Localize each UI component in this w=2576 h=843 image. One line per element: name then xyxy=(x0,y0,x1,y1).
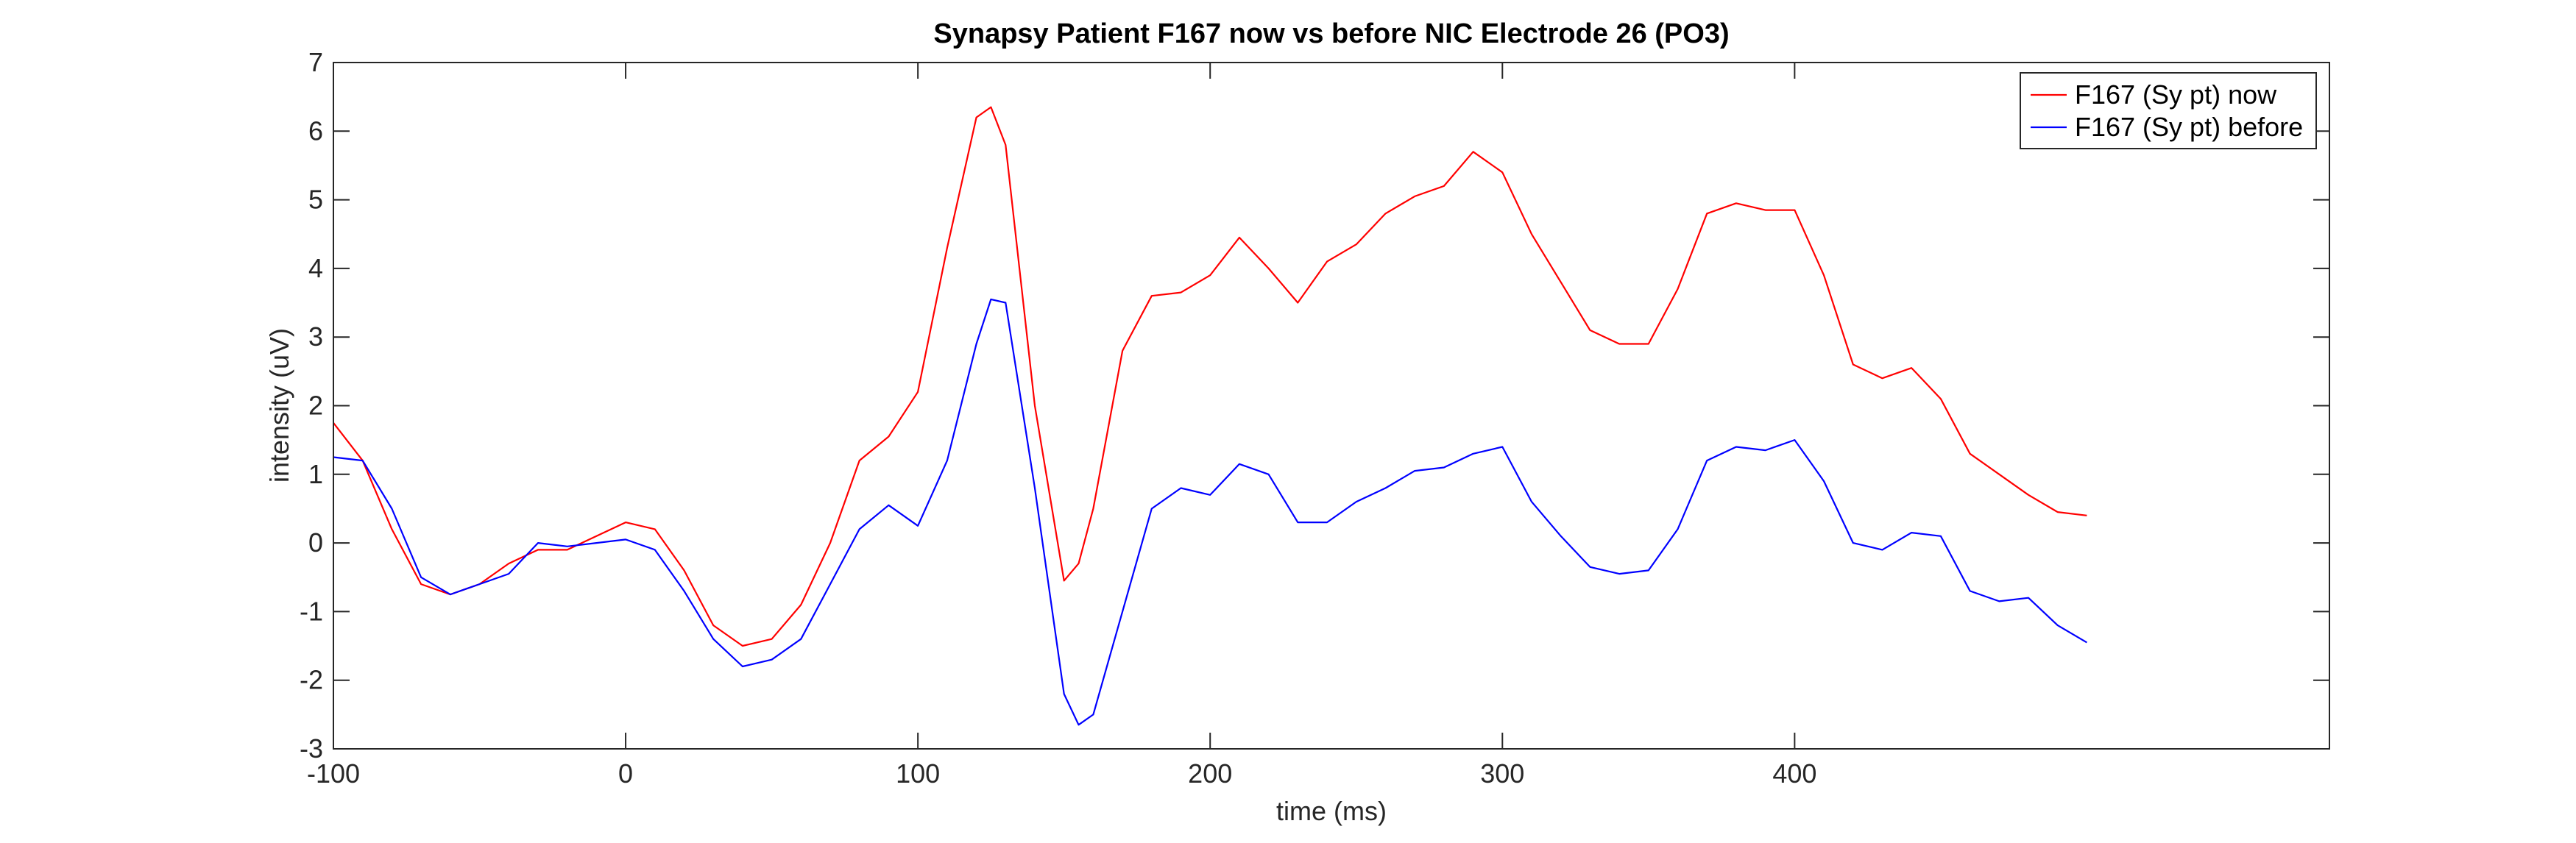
x-tick-label: 200 xyxy=(1188,758,1232,789)
axes-box xyxy=(333,62,2330,750)
y-tick-label: -1 xyxy=(300,596,323,626)
y-tick-label: 1 xyxy=(308,459,323,489)
x-tick-label: 100 xyxy=(896,758,940,789)
y-tick-label: 4 xyxy=(308,253,323,283)
y-tick-label: 2 xyxy=(308,391,323,421)
y-tick-label: 7 xyxy=(308,47,323,77)
y-tick-label: 5 xyxy=(308,185,323,215)
legend-label: F167 (Sy pt) before xyxy=(2075,112,2303,142)
y-tick-label: -2 xyxy=(300,665,323,695)
legend-box xyxy=(2020,72,2317,149)
x-tick-label: 0 xyxy=(618,758,633,789)
x-tick-label: -100 xyxy=(307,758,360,789)
y-axis-label: intensity (uV) xyxy=(264,328,294,483)
x-axis-label: time (ms) xyxy=(1276,796,1387,826)
y-tick-label: 3 xyxy=(308,321,323,352)
x-tick-label: 300 xyxy=(1480,758,1524,789)
plot-area xyxy=(333,63,2329,749)
x-tick-label: 400 xyxy=(1772,758,1816,789)
series-line xyxy=(333,106,2087,647)
y-tick-label: 6 xyxy=(308,115,323,146)
y-tick-label: -3 xyxy=(300,733,323,764)
chart-title: Synapsy Patient F167 now vs before NIC E… xyxy=(933,18,1729,49)
series-line xyxy=(333,298,2087,726)
y-tick-label: 0 xyxy=(308,527,323,558)
legend-label: F167 (Sy pt) now xyxy=(2075,79,2277,110)
